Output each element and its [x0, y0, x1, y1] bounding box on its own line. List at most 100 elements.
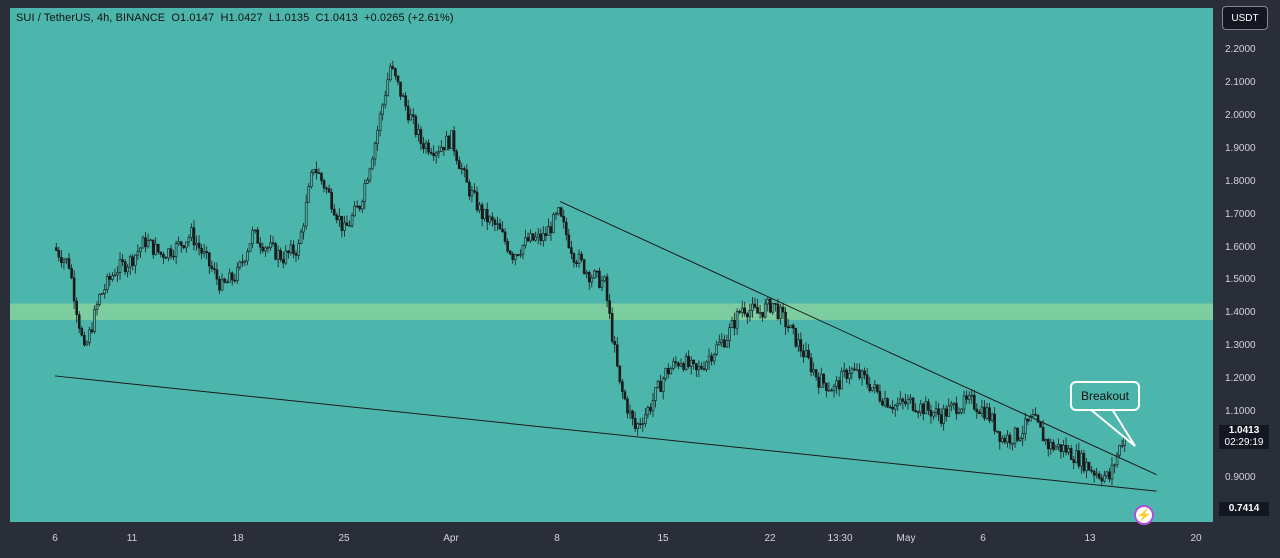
candle-up: [105, 275, 109, 290]
candle-up: [906, 399, 910, 405]
candle-up: [967, 395, 971, 400]
candle-up: [368, 168, 372, 181]
candle-up: [1113, 464, 1116, 467]
candle-down: [67, 258, 71, 269]
candle-up: [496, 223, 499, 225]
lightning-icon[interactable]: ⚡: [1134, 505, 1154, 525]
candle-up: [641, 423, 645, 425]
candle-up: [855, 369, 859, 372]
time-tick: 6: [52, 533, 58, 544]
candle-up: [529, 233, 532, 242]
candle-down: [156, 243, 160, 253]
candle-up: [154, 243, 158, 255]
candle-up: [689, 359, 693, 367]
candle-up: [126, 266, 129, 273]
candle-up: [253, 229, 257, 232]
candle-up: [870, 387, 874, 392]
candle-up: [1054, 446, 1058, 450]
candle-down: [60, 256, 63, 264]
candle-down: [631, 410, 634, 419]
candle-down: [394, 68, 397, 77]
candle-up: [302, 225, 305, 233]
candle-down: [549, 226, 553, 234]
candle-down: [575, 262, 578, 264]
candle-down: [929, 409, 933, 417]
candle-down: [511, 253, 515, 260]
upper-trendline[interactable]: [559, 200, 1157, 476]
candle-up: [478, 204, 481, 211]
candle-down: [172, 255, 175, 258]
candle-up: [98, 294, 101, 305]
chart-plot-area[interactable]: [10, 8, 1213, 522]
candle-down: [144, 237, 147, 247]
price-axis[interactable]: 2.2000 2.1000 2.0000 1.9000 1.8000 1.7000 1.60…: [1213, 0, 1280, 558]
candle-up: [547, 226, 550, 236]
candle-down: [572, 253, 576, 263]
last-price-label: 1.0413 02:29:19: [1219, 425, 1269, 449]
symbol-title[interactable]: SUI / TetherUS, 4h, BINANCE: [16, 12, 166, 24]
candle-down: [213, 268, 216, 271]
time-tick: 6: [980, 533, 986, 544]
candle-down: [355, 205, 359, 208]
candle-down: [598, 270, 601, 288]
candle-up: [848, 372, 851, 379]
candle-up: [386, 79, 390, 97]
candle-up: [779, 306, 782, 319]
candle-up: [417, 129, 420, 135]
candle-up: [557, 207, 560, 215]
candle-down: [613, 341, 617, 346]
candle-up: [1001, 437, 1004, 443]
breakout-callout[interactable]: Breakout: [1070, 381, 1140, 411]
candle-down: [562, 215, 566, 223]
currency-button[interactable]: USDT: [1222, 6, 1268, 30]
candle-down: [1008, 434, 1012, 444]
candle-up: [243, 260, 247, 263]
candle-down: [978, 411, 981, 414]
candle-down: [57, 250, 61, 258]
candle-up: [1103, 475, 1106, 482]
candlestick-chart[interactable]: [10, 8, 1213, 522]
time-tick: 8: [554, 533, 560, 544]
candle-up: [424, 142, 428, 150]
time-axis[interactable]: 6 11 18 25 Apr 8 15 22 13:30 May 6 13 20: [0, 522, 1213, 558]
candle-up: [450, 130, 453, 149]
candle-up: [434, 152, 438, 157]
candle-up: [707, 355, 711, 363]
candle-up: [116, 272, 119, 276]
candle-up: [552, 214, 555, 234]
candle-down: [927, 401, 930, 411]
candle-up: [307, 186, 311, 203]
price-tick: 1.1000: [1225, 406, 1256, 418]
candle-down: [972, 394, 976, 410]
candle-down: [70, 268, 73, 279]
candle-down: [1097, 473, 1101, 479]
candle-down: [825, 382, 828, 391]
candle-down: [921, 403, 925, 415]
candle-down: [768, 298, 772, 313]
candle-down: [1026, 418, 1030, 422]
candle-down: [677, 362, 680, 367]
candle-down: [320, 172, 323, 181]
candle-down: [340, 215, 344, 231]
candle-down: [937, 408, 940, 415]
lower-trendline[interactable]: [54, 375, 1157, 492]
candle-up: [636, 423, 639, 429]
candle-down: [633, 418, 637, 429]
symbol-legend[interactable]: SUI / TetherUS, 4h, BINANCE O1.0147 H1.0…: [16, 12, 457, 24]
candle-down: [738, 311, 741, 313]
candle-down: [159, 251, 163, 255]
candle-down: [210, 265, 214, 269]
candle-down: [1087, 461, 1091, 471]
candle-up: [100, 293, 104, 295]
candle-down: [623, 391, 627, 400]
candle-up: [445, 135, 448, 151]
candle-down: [761, 312, 764, 318]
candle-up: [1006, 434, 1009, 443]
candle-down: [335, 214, 339, 221]
candle-up: [118, 259, 122, 274]
price-tick: 2.1000: [1225, 76, 1256, 88]
candle-up: [960, 408, 963, 413]
candle-down: [315, 169, 318, 173]
candle-down: [531, 233, 535, 241]
candle-up: [1120, 445, 1124, 447]
